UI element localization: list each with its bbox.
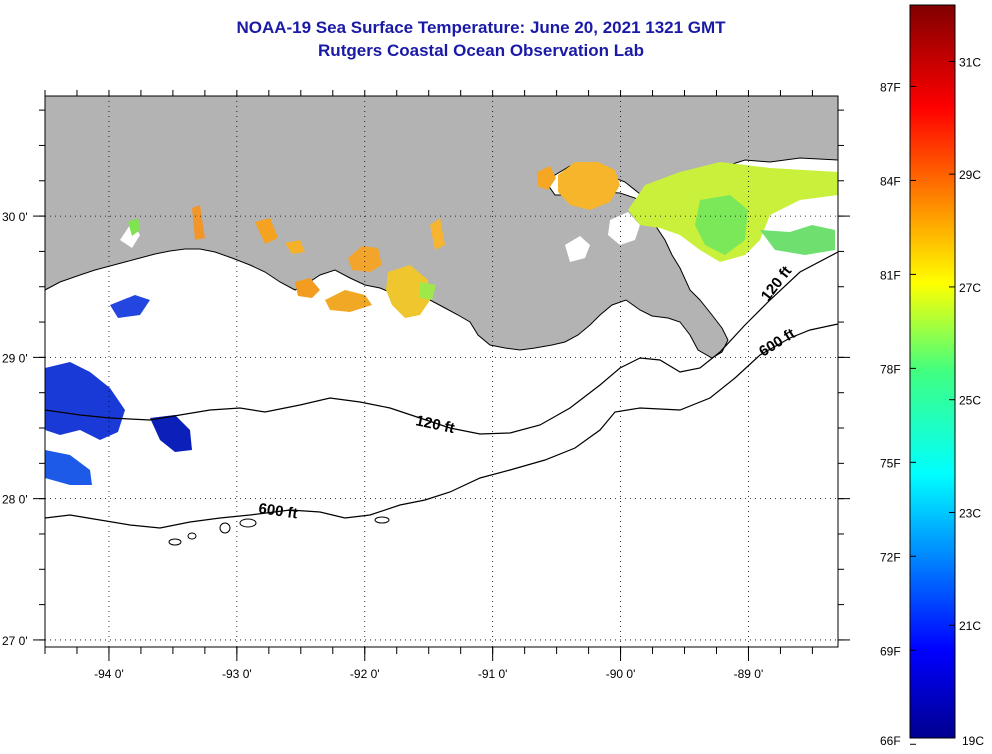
sst-patch bbox=[45, 362, 125, 440]
sst-patch bbox=[386, 265, 430, 318]
colorbar-label-f: 81F bbox=[880, 268, 901, 282]
sst-patch bbox=[325, 290, 372, 312]
sst-patch bbox=[695, 195, 748, 255]
sst-patch bbox=[537, 166, 556, 190]
sst-patch bbox=[255, 218, 278, 244]
lat-label: 29 0' bbox=[2, 351, 28, 365]
colorbar-label-c: 25C bbox=[959, 394, 981, 408]
contour-label-600ft: 600 ft bbox=[257, 500, 298, 522]
inland-lake bbox=[565, 236, 590, 262]
map-area bbox=[45, 96, 838, 647]
lon-label: -92 0' bbox=[350, 667, 380, 681]
colorbar-label-c: 23C bbox=[959, 506, 981, 520]
sst-patch bbox=[430, 218, 445, 250]
sst-patch bbox=[150, 415, 192, 452]
sst-patch bbox=[760, 225, 835, 255]
colorbar-label-f: 87F bbox=[880, 80, 901, 94]
colorbar-label-f: 78F bbox=[880, 362, 901, 376]
contour-600ft bbox=[45, 323, 838, 529]
map-subtitle: Rutgers Coastal Ocean Observation Lab bbox=[318, 41, 644, 60]
colorbar-label-f: 72F bbox=[880, 550, 901, 564]
colorbar-label-f: 84F bbox=[880, 174, 901, 188]
map-axes: -94 0' -93 0' -92 0' -91 0' -90 0' -89 0' 30 0… bbox=[2, 90, 850, 681]
grid-lines bbox=[45, 96, 838, 647]
lon-label: -90 0' bbox=[606, 667, 636, 681]
colorbar-label-f: 75F bbox=[880, 456, 901, 470]
plot-frame bbox=[44, 95, 839, 648]
sst-patch bbox=[285, 240, 305, 254]
contour-closed bbox=[219, 522, 231, 534]
contour-closed bbox=[374, 516, 390, 524]
inland-lake bbox=[608, 212, 640, 245]
sst-patch bbox=[295, 278, 320, 298]
sst-patch bbox=[45, 450, 92, 485]
colorbar-label-c: 21C bbox=[959, 619, 981, 633]
colorbar-labels: 31C 29C 27C 25C 23C 21C 19C 87F 84F 81F 78F 75F 72F 6… bbox=[880, 55, 984, 748]
lon-label: -94 0' bbox=[94, 667, 124, 681]
sst-patch bbox=[348, 246, 382, 272]
sst-patch bbox=[420, 282, 436, 300]
lon-label: -93 0' bbox=[222, 667, 252, 681]
colorbar-label-f: 66F bbox=[880, 734, 901, 748]
colorbar-label-c: 29C bbox=[959, 168, 981, 182]
lon-label: -89 0' bbox=[734, 667, 764, 681]
sst-patch bbox=[110, 295, 150, 318]
lon-label: -91 0' bbox=[478, 667, 508, 681]
lat-label: 30 0' bbox=[2, 210, 28, 224]
sst-patch bbox=[192, 205, 205, 240]
map-title: NOAA-19 Sea Surface Temperature: June 20… bbox=[236, 18, 726, 37]
contour-closed bbox=[187, 532, 197, 540]
lat-label: 28 0' bbox=[2, 493, 28, 507]
sst-patch bbox=[558, 162, 620, 210]
contour-120ft bbox=[45, 251, 838, 435]
contour-closed bbox=[168, 538, 182, 546]
contour-closed bbox=[239, 518, 257, 528]
colorbar bbox=[909, 4, 956, 739]
colorbar-label-f: 69F bbox=[880, 644, 901, 658]
sst-patch bbox=[128, 218, 140, 236]
lat-label: 27 0' bbox=[2, 634, 28, 648]
colorbar-label-c: 27C bbox=[959, 281, 981, 295]
colorbar-label-c: 19C bbox=[962, 734, 984, 748]
colorbar-label-c: 31C bbox=[959, 55, 981, 69]
